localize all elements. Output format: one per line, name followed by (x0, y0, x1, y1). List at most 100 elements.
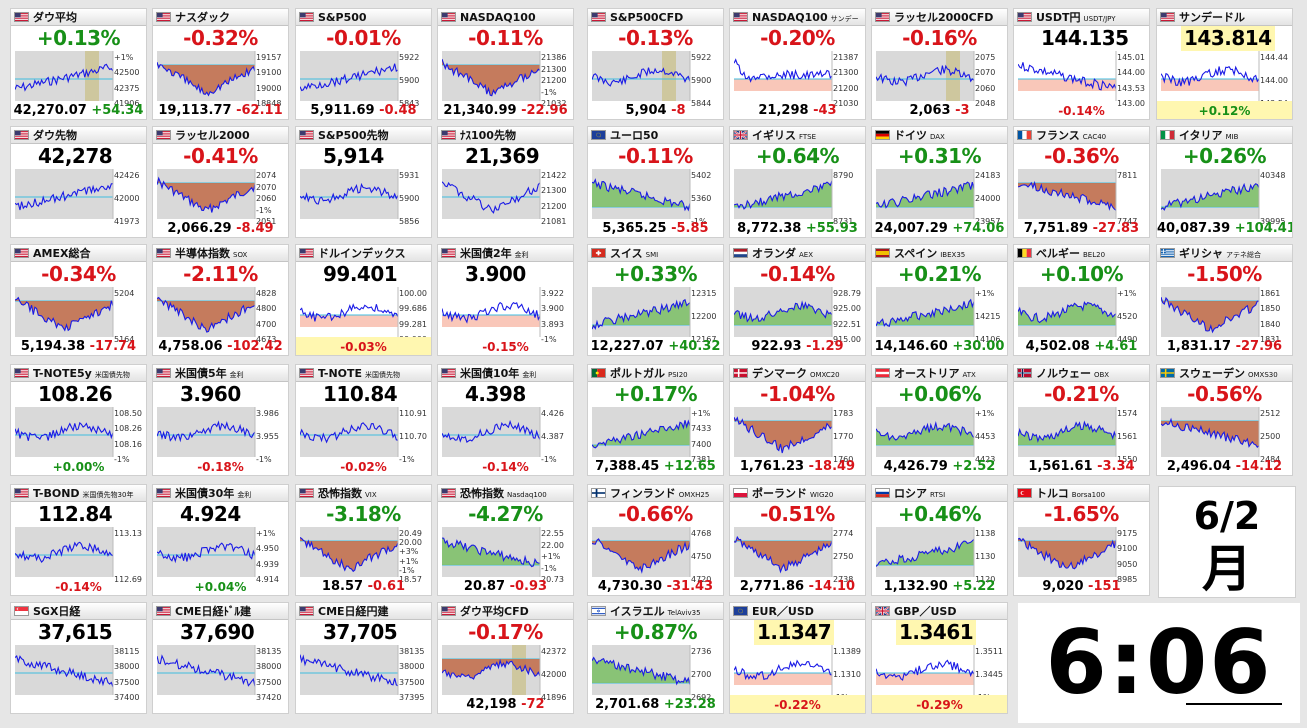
tile-footer: 12,227.07 +40.32 (588, 337, 723, 355)
quote-tile[interactable]: ラッセル2000 -0.41% 2074 2070 2060 -1% 2051 2,066.2… (152, 126, 289, 238)
flag-icon (1017, 488, 1032, 498)
tile-header: S&P500先物 (296, 127, 431, 144)
quote-tile[interactable]: CME日経円建 37,705 38135 38000 37500 37395 (295, 602, 432, 714)
quote-tile[interactable]: T-NOTE 米国債先物 110.84 110.91 110.70 -1% -0.02% (295, 364, 432, 476)
axis-label: 20.49 (399, 529, 422, 538)
quote-tile[interactable]: スイス SMI +0.33% 12315 12200 12167 12,227.07 +40… (587, 244, 724, 356)
tile-price: 4,758.06 (158, 339, 223, 354)
quote-tile[interactable]: S&P500CFD -0.13% 5922 5900 5844 5,904 -8 (587, 8, 724, 120)
tile-name: SGX日経 (33, 605, 81, 618)
tile-footer: 5,365.25 -5.85 (588, 219, 723, 237)
quote-tile[interactable]: ダウ先物 42,278 42426 42000 41973 (10, 126, 147, 238)
tile-change: -14.12 (1235, 459, 1283, 474)
quote-tile[interactable]: 米国債5年 金利 3.960 3.986 3.955 -1% -0.18% (152, 364, 289, 476)
quote-tile[interactable]: ナスダック -0.32% 19157 19100 19000 18848 19,113.77… (152, 8, 289, 120)
quote-tile[interactable]: AMEX総合 -0.34% 5204 5164 5,194.38 -17.74 (10, 244, 147, 356)
axis-label: 42375 (114, 84, 140, 93)
quote-tile[interactable]: ドイツ DAX +0.31% 24183 24000 23957 24,007.29 +74… (871, 126, 1008, 238)
quote-tile[interactable]: CME日経ﾄﾞﾙ建 37,690 38135 38000 37500 37420 (152, 602, 289, 714)
chart-line (1018, 420, 1117, 443)
quote-tile[interactable]: T-NOTE5y 米国債先物 108.26 108.50 108.26 108.16 -1%… (10, 364, 147, 476)
quote-tile[interactable]: 米国債10年 金利 4.398 4.426 4.387 -1% -0.14% (437, 364, 574, 476)
quote-tile[interactable]: ベルギー BEL20 +0.10% +1% 4520 4490 4,502.08 +4.61 (1013, 244, 1150, 356)
quote-tile[interactable]: ユーロ50 -0.11% 5402 5360 -1% 5,365.25 -5.85 (587, 126, 724, 238)
quote-tile[interactable]: ダウ平均 +0.13% +1% 42500 42375 41906 42,270.07 +5… (10, 8, 147, 120)
quote-tile[interactable]: SGX日経 37,615 38115 38000 37500 37400 (10, 602, 147, 714)
quote-tile[interactable]: S&P500先物 5,914 5931 5900 5856 (295, 126, 432, 238)
quote-tile[interactable]: T-BOND 米国債先物30年 112.84 113.13 112.69 -0.14% (10, 484, 147, 596)
quote-tile[interactable]: 米国債30年 金利 4.924 +1% 4.950 4.939 4.914 +0.04% (152, 484, 289, 596)
tile-name: 米国債2年 金利 (460, 247, 529, 260)
quote-tile[interactable]: NASDAQ100 -0.11% 21386 21300 21200 -1% 21032 21… (437, 8, 574, 120)
axis-label: +1% (399, 557, 419, 566)
mini-chart (15, 407, 144, 457)
quote-tile[interactable]: ノルウェー OBX -0.21% 1574 1561 1550 1,561.61 -3.34 (1013, 364, 1150, 476)
tile-main-value: -0.11% (618, 144, 693, 168)
quote-tile[interactable]: フィンランド OMXH25 -0.66% 4768 4750 4720 4,730.30 -… (587, 484, 724, 596)
tile-price: 5,904 (625, 103, 667, 118)
quote-tile[interactable]: フランス CAC40 -0.36% 7811 7747 7,751.89 -27.83 (1013, 126, 1150, 238)
tile-change: -0.14% (1058, 104, 1105, 118)
axis-label: 24000 (975, 194, 1001, 203)
mini-chart (734, 645, 863, 695)
chart-area (1018, 538, 1116, 569)
quote-tile[interactable]: 恐怖指数 VIX -3.18% 20.49 20.00 +3% +1% -1% 18.57 18.… (295, 484, 432, 596)
quote-tile[interactable]: トルコ Borsa100 -1.65% 9175 9100 9050 8985 9,020 -… (1013, 484, 1150, 596)
quote-tile[interactable]: ポルトガル PSI20 +0.17% +1% 7433 7400 7381 7,388.45 … (587, 364, 724, 476)
axis-label: 2750 (833, 552, 854, 561)
chart-line (876, 538, 975, 567)
quote-tile[interactable]: 恐怖指数 Nasdaq100 -4.27% 22.55 22.00 +1% -1% 20.73… (437, 484, 574, 596)
tile-name: オーストリア ATX (894, 367, 976, 380)
quote-tile[interactable]: イギリス FTSE +0.64% 8790 8731 8,772.38 +55.93 (729, 126, 866, 238)
quote-tile[interactable]: デンマーク OMXC20 -1.04% 1783 1770 1760 1,761.23 -1… (729, 364, 866, 476)
quote-tile[interactable]: ラッセル2000CFD -0.16% 2075 2070 2060 2048 2,063 -… (871, 8, 1008, 120)
axis-label: 37500 (399, 678, 425, 687)
quote-tile[interactable]: ギリシャ アテネ総合 -1.50% 1861 1850 1840 1831 1,831.17 … (1156, 244, 1293, 356)
quote-tile[interactable]: USDT円 USDT/JPY 144.135 145.01 144.00 143.53 14… (1013, 8, 1150, 120)
quote-tile[interactable]: NASDAQ100 サンデー -0.20% 21387 21300 21200 21030 2… (729, 8, 866, 120)
quote-tile[interactable]: イスラエル TelAviv35 +0.87% 2736 2700 2692 2,701.68… (587, 602, 724, 714)
mini-chart (300, 51, 429, 101)
chart-line (15, 296, 114, 332)
quote-tile[interactable]: ロシア RTSI +0.46% 1138 1130 1120 1,132.90 +5.22 (871, 484, 1008, 596)
axis-label: 18848 (256, 99, 282, 108)
quote-tile[interactable]: S&P500 -0.01% 5922 5900 5843 5,911.69 -0.48 (295, 8, 432, 120)
axis-label: 21300 (833, 68, 859, 77)
axis-label: 4700 (256, 320, 277, 329)
tile-header: 恐怖指数 VIX (296, 485, 431, 502)
tile-change: +55.93 (805, 221, 858, 236)
quote-tile[interactable]: ﾅｽ100先物 21,369 21422 21300 21200 21081 (437, 126, 574, 238)
tile-name: イスラエル TelAviv35 (610, 605, 701, 618)
quote-tile[interactable]: スペイン IBEX35 +0.21% +1% 14215 14106 14,146.60 +… (871, 244, 1008, 356)
quote-tile[interactable]: ポーランド WIG20 -0.51% 2774 2750 2738 2,771.86 -14… (729, 484, 866, 596)
tile-main-value: -0.36% (1044, 144, 1119, 168)
tile-price: 2,063 (909, 103, 951, 118)
axis-label: 38135 (256, 647, 282, 656)
quote-tile[interactable]: ダウ平均CFD -0.17% 42372 42000 41896 42,198 -72 (437, 602, 574, 714)
axis-label: -1% (691, 217, 707, 226)
quote-tile[interactable]: イタリア MIB +0.26% 40348 39995 40,087.39 +104.41 (1156, 126, 1293, 238)
chart-line (734, 58, 833, 83)
quote-tile[interactable]: スウェーデン OMXS30 -0.56% 2512 2500 2484 2,496.04 -… (1156, 364, 1293, 476)
tile-footer: 24,007.29 +74.06 (872, 219, 1007, 237)
axis-label: 1760 (833, 455, 854, 464)
tile-main-value: -0.16% (902, 26, 977, 50)
flag-icon (875, 606, 890, 616)
mini-chart (442, 51, 571, 101)
tile-price: 40,087.39 (1157, 221, 1231, 236)
axis-label: 21200 (541, 76, 567, 85)
axis-label: 3.986 (256, 409, 279, 418)
quote-tile[interactable]: オランダ AEX -0.14% 928.79 925.00 922.51 915.00 922… (729, 244, 866, 356)
quote-tile[interactable]: 米国債2年 金利 3.900 3.922 3.900 3.893 -1% -0.15% (437, 244, 574, 356)
tile-header: SGX日経 (11, 603, 146, 620)
quote-tile[interactable]: 半導体指数 SOX -2.11% 4828 4800 4700 4673 4,758.06 -… (152, 244, 289, 356)
tile-name: オランダ AEX (752, 247, 814, 260)
quote-tile[interactable]: オーストリア ATX +0.06% +1% 4453 4423 4,426.79 +2.52 (871, 364, 1008, 476)
chart-line (442, 301, 541, 324)
tile-header: ギリシャ アテネ総合 (1157, 245, 1292, 262)
tile-header: USDT円 USDT/JPY (1014, 9, 1149, 26)
